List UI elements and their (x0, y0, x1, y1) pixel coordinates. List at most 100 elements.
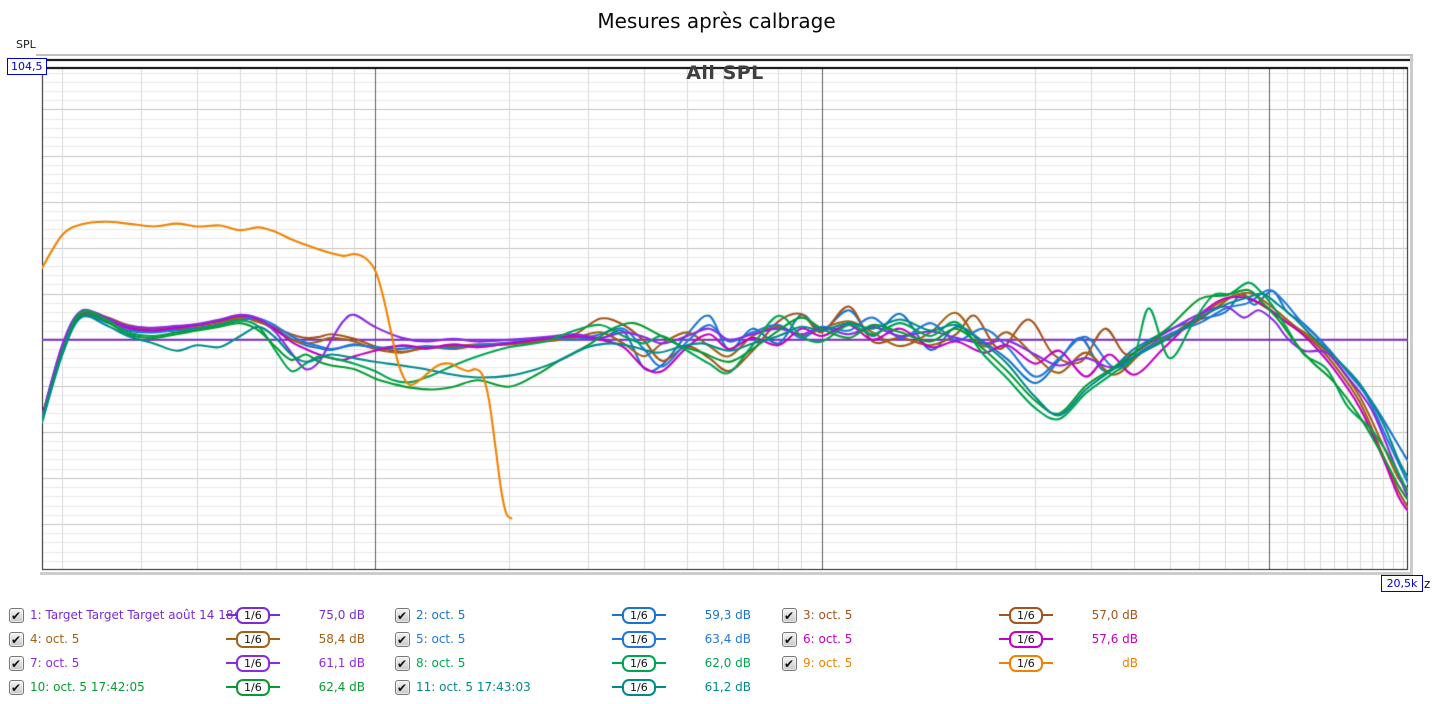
checkmark-icon: ✔ (11, 657, 22, 671)
series-line-left (612, 686, 622, 688)
chart-title: All SPL (686, 62, 764, 84)
series-line-right (269, 686, 280, 688)
series-line-left (612, 614, 622, 616)
smoothing-badge: 1/6 (999, 652, 1053, 674)
measurement-checkbox[interactable]: ✔ (782, 632, 797, 647)
smoothing-value: 1/6 (622, 678, 656, 696)
y-axis-max-input[interactable]: 104,5 (7, 58, 47, 75)
measurement-checkbox[interactable]: ✔ (395, 632, 410, 647)
level-value: 75,0 dB (318, 608, 365, 622)
smoothing-value: 1/6 (622, 606, 656, 624)
measurement-label[interactable]: 10: oct. 5 17:42:05 (30, 680, 145, 694)
measurement-label[interactable]: 1: Target Target Target août 14 18: (30, 608, 238, 622)
smoothing-value: 1/6 (236, 654, 270, 672)
smoothing-badge: 1/6 (612, 604, 666, 626)
series-line-right (655, 614, 666, 616)
checkmark-icon: ✔ (397, 657, 408, 671)
checkmark-icon: ✔ (11, 681, 22, 695)
measurement-checkbox[interactable]: ✔ (9, 632, 24, 647)
measurement-label[interactable]: 7: oct. 5 (30, 656, 80, 670)
measurement-label[interactable]: 4: oct. 5 (30, 632, 80, 646)
smoothing-value: 1/6 (236, 630, 270, 648)
series-line-left (999, 638, 1009, 640)
legend-entry-10: ✔ 10: oct. 5 17:42:05 1/6 62,4 dB (8, 676, 388, 698)
legend-entry-9: ✔ 9: oct. 5 1/6 dB (781, 652, 1161, 674)
checkmark-icon: ✔ (397, 681, 408, 695)
measurement-label[interactable]: 8: oct. 5 (416, 656, 466, 670)
smoothing-value: 1/6 (622, 654, 656, 672)
checkmark-icon: ✔ (397, 609, 408, 623)
level-value: 61,1 dB (318, 656, 365, 670)
series-line-right (655, 662, 666, 664)
bottom-bevel (40, 572, 1413, 575)
series-line-left (226, 686, 236, 688)
series-line-left (226, 638, 236, 640)
checkmark-icon: ✔ (11, 609, 22, 623)
smoothing-badge: 1/6 (226, 628, 280, 650)
measurement-label[interactable]: 3: oct. 5 (803, 608, 853, 622)
smoothing-badge: 1/6 (226, 652, 280, 674)
right-bevel (1410, 56, 1413, 575)
legend-entry-11: ✔ 11: oct. 5 17:43:03 1/6 61,2 dB (394, 676, 774, 698)
smoothing-value: 1/6 (1009, 606, 1043, 624)
smoothing-badge: 1/6 (999, 628, 1053, 650)
series-line-left (999, 614, 1009, 616)
smoothing-badge: 1/6 (612, 628, 666, 650)
series-line-left (226, 662, 236, 664)
smoothing-value: 1/6 (1009, 654, 1043, 672)
level-value: 61,2 dB (704, 680, 751, 694)
legend-entry-1: ✔ 1: Target Target Target août 14 18: 1/6 7… (8, 604, 388, 626)
series-line-right (1042, 614, 1053, 616)
series-line-right (269, 614, 280, 616)
series-line-left (612, 662, 622, 664)
level-value: 62,0 dB (704, 656, 751, 670)
level-value: 57,0 dB (1091, 608, 1138, 622)
level-value: dB (1122, 656, 1138, 670)
level-value: 63,4 dB (704, 632, 751, 646)
series-line-left (999, 662, 1009, 664)
legend-entry-7: ✔ 7: oct. 5 1/6 61,1 dB (8, 652, 388, 674)
measurement-label[interactable]: 11: oct. 5 17:43:03 (416, 680, 531, 694)
y-axis-label: SPL (16, 38, 36, 51)
legend-entry-8: ✔ 8: oct. 5 1/6 62,0 dB (394, 652, 774, 674)
x-axis-unit-remnant: z (1424, 577, 1431, 591)
series-line-right (655, 638, 666, 640)
measurement-checkbox[interactable]: ✔ (782, 656, 797, 671)
measurement-checkbox[interactable]: ✔ (9, 680, 24, 695)
checkmark-icon: ✔ (784, 633, 795, 647)
smoothing-badge: 1/6 (226, 676, 280, 698)
smoothing-value: 1/6 (236, 678, 270, 696)
measurement-checkbox[interactable]: ✔ (782, 608, 797, 623)
measurement-checkbox[interactable]: ✔ (9, 656, 24, 671)
series-line-right (269, 638, 280, 640)
measurement-label[interactable]: 9: oct. 5 (803, 656, 853, 670)
smoothing-badge: 1/6 (612, 652, 666, 674)
checkmark-icon: ✔ (784, 609, 795, 623)
measurement-label[interactable]: 5: oct. 5 (416, 632, 466, 646)
series-line-right (655, 686, 666, 688)
top-bevel (36, 54, 1413, 56)
level-value: 57,6 dB (1091, 632, 1138, 646)
legend-entry-2: ✔ 2: oct. 5 1/6 59,3 dB (394, 604, 774, 626)
checkmark-icon: ✔ (784, 657, 795, 671)
page-title: Mesures après calbrage (597, 9, 836, 33)
legend-entry-4: ✔ 4: oct. 5 1/6 58,4 dB (8, 628, 388, 650)
legend-entry-6: ✔ 6: oct. 5 1/6 57,6 dB (781, 628, 1161, 650)
level-value: 59,3 dB (704, 608, 751, 622)
measurement-checkbox[interactable]: ✔ (9, 608, 24, 623)
level-value: 58,4 dB (318, 632, 365, 646)
smoothing-badge: 1/6 (612, 676, 666, 698)
legend-entry-3: ✔ 3: oct. 5 1/6 57,0 dB (781, 604, 1161, 626)
x-axis-max-input[interactable]: 20,5k (1381, 575, 1423, 592)
measurement-label[interactable]: 6: oct. 5 (803, 632, 853, 646)
measurement-label[interactable]: 2: oct. 5 (416, 608, 466, 622)
smoothing-value: 1/6 (236, 606, 270, 624)
series-line-left (612, 638, 622, 640)
measurement-checkbox[interactable]: ✔ (395, 608, 410, 623)
smoothing-value: 1/6 (622, 630, 656, 648)
measurement-checkbox[interactable]: ✔ (395, 656, 410, 671)
measurement-checkbox[interactable]: ✔ (395, 680, 410, 695)
level-value: 62,4 dB (318, 680, 365, 694)
